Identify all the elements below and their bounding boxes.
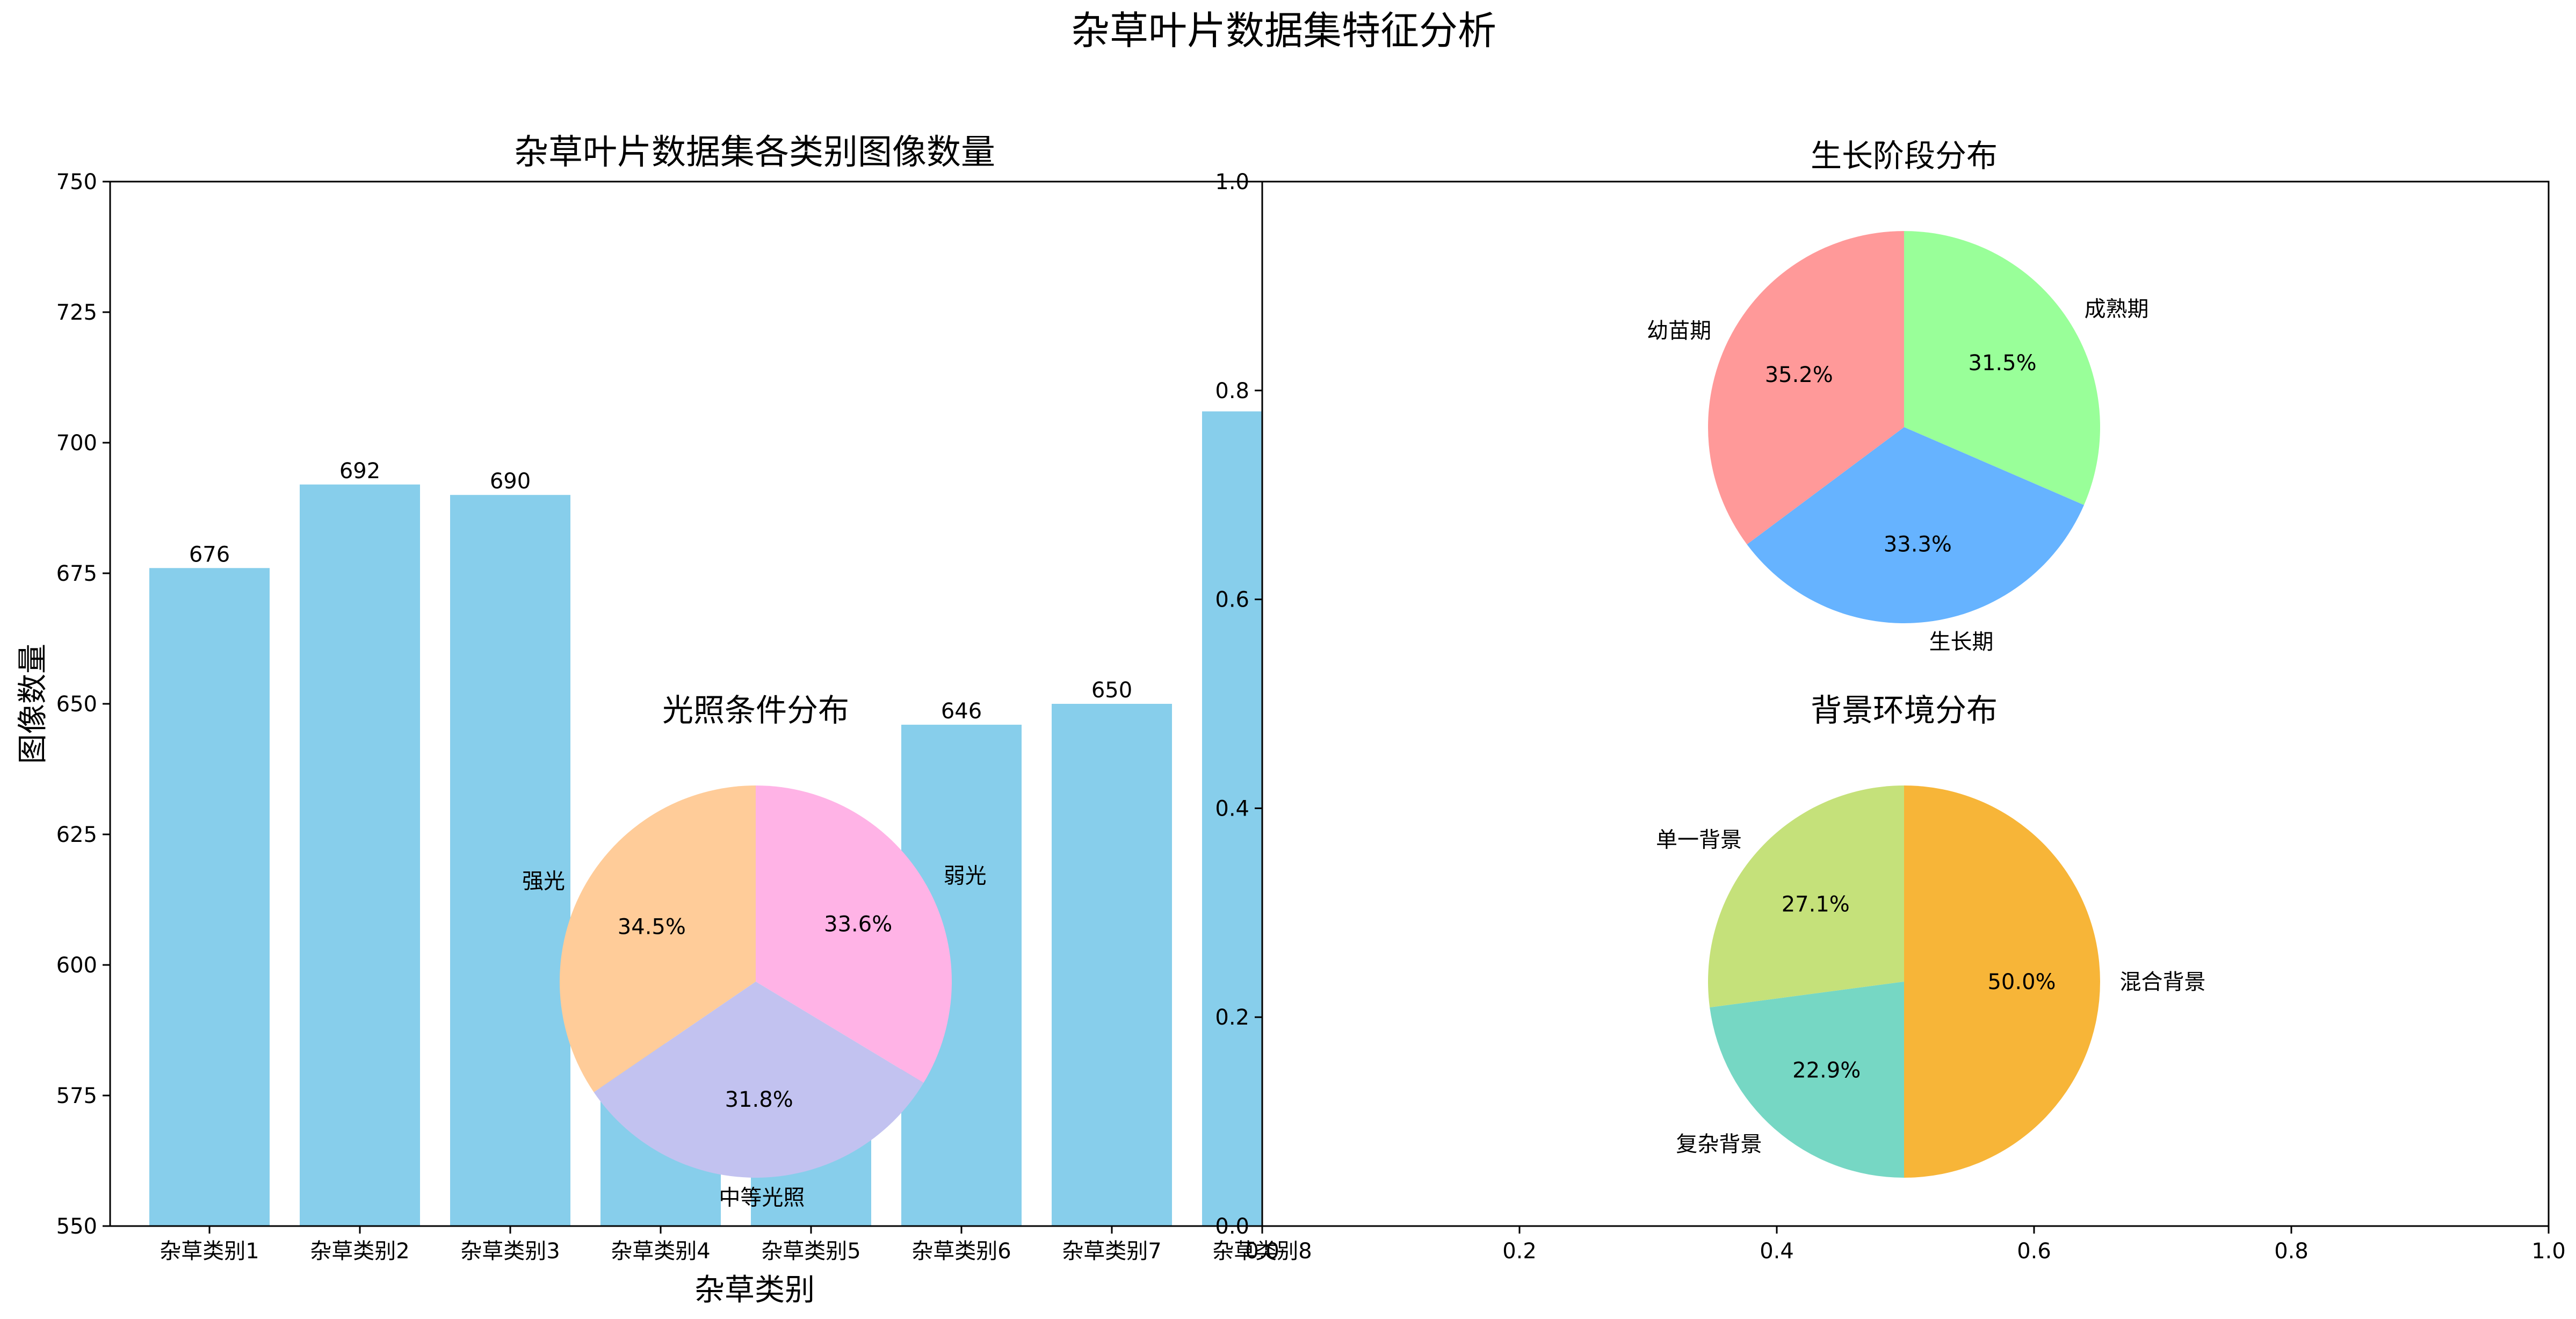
- bar-value-label: 650: [1091, 678, 1132, 703]
- bar-value-label: 692: [339, 459, 380, 484]
- pie-percent-label: 31.5%: [1969, 351, 2037, 376]
- pie-percent-label: 34.5%: [618, 915, 686, 940]
- pie-slice: [1747, 427, 2084, 624]
- pie-chart-growth-stage: 31.5% 成熟期 33.3% 生长期 35.2% 幼苗期 生长阶段分布: [1647, 138, 2148, 654]
- axes-y-tick-label: 1.0: [1215, 170, 1249, 194]
- bar-7: [1052, 704, 1172, 1226]
- pie-category-label: 成熟期: [2085, 297, 2149, 322]
- pie-slice: [1904, 231, 2101, 505]
- y-tick-label: 675: [56, 561, 97, 586]
- axes-x-tick-label: 1.0: [2531, 1239, 2566, 1264]
- x-tick-label: 杂草类别2: [310, 1239, 409, 1264]
- figure-title: 杂草叶片数据集特征分析: [1071, 8, 1496, 53]
- y-tick-label: 700: [56, 431, 97, 456]
- pie-category-label: 生长期: [1929, 630, 1994, 654]
- pie-percent-label: 22.9%: [1792, 1058, 1861, 1083]
- bar-value-label: 646: [941, 699, 982, 724]
- pie-chart-lighting: 33.6% 弱光 31.8% 中等光照 34.5% 强光 光照条件分布: [522, 692, 987, 1210]
- x-tick-label: 杂草类别1: [160, 1239, 259, 1264]
- pie-title: 光照条件分布: [662, 692, 849, 729]
- pie-slice: [1904, 785, 2100, 1178]
- pie-slice: [756, 785, 952, 1083]
- axes-x-tick-label: 0.4: [1760, 1239, 1794, 1264]
- pie-percent-label: 50.0%: [1987, 970, 2056, 994]
- pie-category-label: 混合背景: [2120, 970, 2206, 994]
- y-tick-label: 750: [56, 170, 97, 194]
- y-tick-label: 725: [56, 300, 97, 325]
- pie-slice: [1707, 231, 1904, 545]
- x-tick-label: 杂草类别4: [611, 1239, 710, 1264]
- pie-title: 生长阶段分布: [1811, 138, 1998, 174]
- x-tick-label: 杂草类别6: [911, 1239, 1011, 1264]
- bar-value-label: 690: [490, 469, 531, 494]
- axes-y-tick-label: 0.0: [1215, 1214, 1249, 1239]
- axes-y-tick-label: 0.6: [1215, 588, 1249, 612]
- y-tick-label: 625: [56, 823, 97, 847]
- pie-chart-background: 50.0% 混合背景 22.9% 复杂背景 27.1% 单一背景 背景环境分布: [1656, 692, 2206, 1178]
- x-axis-label: 杂草类别: [694, 1273, 815, 1308]
- pie-category-label: 幼苗期: [1647, 319, 1711, 343]
- pie-category-label: 强光: [522, 869, 565, 894]
- axes-y-tick-label: 0.4: [1215, 796, 1249, 821]
- pie-slice: [1707, 785, 1904, 1008]
- axes-y-tick-label: 0.8: [1215, 379, 1249, 403]
- axes-x-tick-label: 0.2: [1502, 1239, 1537, 1264]
- x-tick-label: 杂草类别5: [761, 1239, 860, 1264]
- bar-chart-title: 杂草叶片数据集各类别图像数量: [514, 133, 995, 172]
- pie-category-label: 弱光: [944, 864, 987, 889]
- pie-percent-label: 33.3%: [1884, 532, 1952, 557]
- x-tick-label: 杂草类别7: [1062, 1239, 1161, 1264]
- y-tick-label: 575: [56, 1084, 97, 1108]
- pie-percent-label: 33.6%: [824, 912, 892, 936]
- y-tick-label: 550: [56, 1214, 97, 1239]
- pie-category-label: 单一背景: [1656, 827, 1742, 852]
- axes-x-tick-label: 0.8: [2274, 1239, 2309, 1264]
- pie-title: 背景环境分布: [1811, 692, 1998, 729]
- pie-percent-label: 31.8%: [725, 1087, 793, 1112]
- axes-x-tick-label: 0.0: [1245, 1239, 1279, 1264]
- bar-2: [300, 484, 420, 1226]
- y-tick-label: 600: [56, 953, 97, 978]
- pie-slice: [594, 982, 924, 1178]
- bar-3: [450, 495, 570, 1227]
- x-tick-label: 杂草类别8: [1212, 1239, 1312, 1264]
- y-tick-label: 650: [56, 692, 97, 717]
- axes-y-tick-label: 0.2: [1215, 1005, 1249, 1030]
- pie-slice: [1710, 982, 1904, 1178]
- pie-percent-label: 27.1%: [1782, 892, 1850, 917]
- axes-x-tick-label: 0.6: [2017, 1239, 2051, 1264]
- y-axis-label: 图像数量: [16, 644, 50, 764]
- pie-category-label: 复杂背景: [1676, 1132, 1762, 1157]
- pie-percent-label: 35.2%: [1765, 363, 1833, 387]
- bar-value-label: 676: [189, 542, 230, 567]
- pie-category-label: 中等光照: [719, 1185, 805, 1210]
- pie-slice: [560, 785, 756, 1092]
- x-tick-label: 杂草类别3: [460, 1239, 560, 1264]
- bar-1: [149, 568, 270, 1226]
